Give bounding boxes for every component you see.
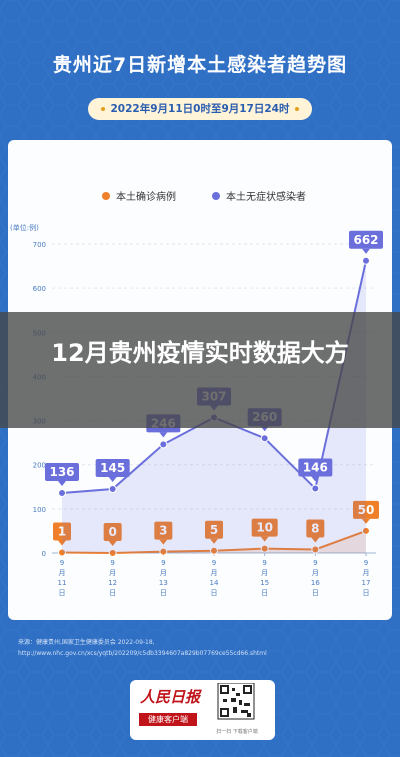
data-point xyxy=(108,549,117,557)
x-tick-label: 9 月 14 日 xyxy=(210,559,219,597)
data-label: 5 xyxy=(210,523,218,537)
data-label: 50 xyxy=(358,503,375,517)
data-label-pointer xyxy=(362,518,370,524)
data-label-box xyxy=(353,500,379,519)
data-label-box xyxy=(103,523,122,541)
data-label: 662 xyxy=(353,233,378,247)
x-tick-label: 9 月 12 日 xyxy=(108,559,117,597)
people-daily-logo: 人民日报 xyxy=(140,688,201,706)
data-label: 3 xyxy=(159,524,167,538)
data-label: 10 xyxy=(256,521,273,535)
data-label: 145 xyxy=(100,461,125,475)
overlay-headline: 12月贵州疫情实时数据大方 xyxy=(51,339,349,367)
page-title: 贵州近7日新增本土感染者趋势图 xyxy=(52,54,348,76)
source-note: 来源：健康贵州,国家卫生健康委员会 2022-09-18, http://www… xyxy=(18,637,388,659)
data-label-box xyxy=(95,458,130,477)
qr-code-icon[interactable] xyxy=(209,683,263,723)
x-tick-label: 9 月 15 日 xyxy=(260,559,269,597)
legend-marker xyxy=(212,192,220,200)
source-url[interactable]: http://www.nhc.gov.cn/xcs/yqtb/202209/c5… xyxy=(18,650,267,657)
data-label: 0 xyxy=(108,525,116,539)
series-area xyxy=(62,530,366,553)
dot-icon xyxy=(295,107,300,111)
y-axis-label: (单位:例) xyxy=(10,223,39,232)
y-tick-label: 200 xyxy=(33,462,46,470)
y-tick-label: 700 xyxy=(33,241,46,249)
data-point xyxy=(260,434,269,443)
data-point xyxy=(108,484,117,493)
data-point xyxy=(210,546,218,555)
series-area xyxy=(62,260,366,553)
data-point xyxy=(311,484,320,493)
date-range-text: 2022年9月11日0时至9月17日24时 xyxy=(110,103,290,115)
dot-icon xyxy=(100,107,105,111)
overlay-banner xyxy=(0,312,400,428)
data-label-box xyxy=(154,521,173,540)
data-point xyxy=(159,440,168,449)
data-label-box xyxy=(349,230,383,249)
data-label: 146 xyxy=(303,461,328,475)
y-tick-label: 100 xyxy=(33,506,46,514)
data-label-pointer xyxy=(311,537,320,543)
data-label-box xyxy=(306,519,325,538)
data-label-pointer xyxy=(362,248,370,254)
data-point xyxy=(58,488,66,497)
legend-label: 本土无症状感染者 xyxy=(226,190,306,203)
x-tick-label: 9 月 16 日 xyxy=(311,559,320,597)
legend-marker xyxy=(102,192,110,200)
y-tick-label: 600 xyxy=(33,285,46,293)
data-label-pointer xyxy=(159,432,168,438)
data-point xyxy=(260,544,269,553)
data-point xyxy=(58,548,66,557)
data-label-box xyxy=(205,520,223,539)
data-label-pointer xyxy=(210,538,218,544)
data-label-pointer xyxy=(159,539,168,545)
data-label-pointer xyxy=(58,540,66,546)
qr-caption: 扫一扫 下载客户端 xyxy=(216,729,258,735)
health-client-label: 健康客户端 xyxy=(139,713,197,726)
x-tick-label: 9 月 17 日 xyxy=(362,559,371,597)
date-range-badge: 2022年9月11日0时至9月17日24时 xyxy=(88,98,312,120)
data-label-pointer xyxy=(58,480,66,486)
data-label-pointer xyxy=(311,476,320,482)
data-label: 8 xyxy=(311,521,319,535)
data-label-pointer xyxy=(260,536,269,542)
data-label-box xyxy=(298,458,333,477)
data-label: 136 xyxy=(49,465,74,479)
legend-label: 本土确诊病例 xyxy=(116,190,176,203)
data-label-pointer xyxy=(108,476,117,482)
y-tick-label: 0 xyxy=(42,550,46,558)
data-label-box xyxy=(53,522,71,541)
data-label-pointer xyxy=(108,541,117,546)
source-text: 来源：健康贵州,国家卫生健康委员会 2022-09-18, xyxy=(18,639,155,646)
data-label-box xyxy=(45,462,79,481)
data-point xyxy=(159,547,168,556)
x-tick-label: 9 月 11 日 xyxy=(58,559,67,597)
data-point xyxy=(362,526,370,535)
x-tick-label: 9 月 13 日 xyxy=(159,559,168,597)
data-label: 1 xyxy=(58,525,66,539)
data-point xyxy=(311,545,320,554)
data-point xyxy=(362,256,370,265)
data-label-box xyxy=(251,518,278,537)
